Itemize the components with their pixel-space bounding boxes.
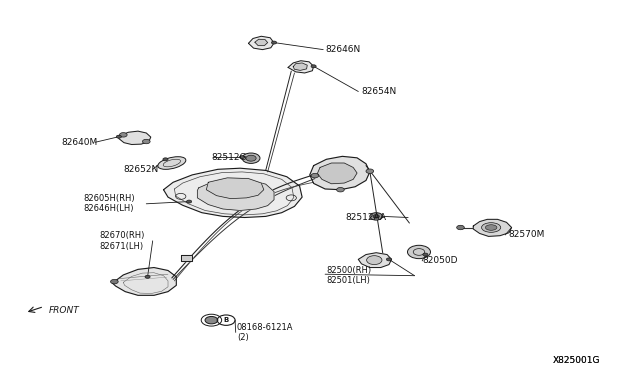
Text: X825001G: X825001G [553,356,600,365]
Text: 82654N: 82654N [362,87,397,96]
Text: 82512AA: 82512AA [346,213,387,222]
Circle shape [242,153,260,163]
Circle shape [311,173,319,178]
Circle shape [373,215,380,218]
Circle shape [387,258,392,261]
Circle shape [457,225,465,230]
Polygon shape [164,168,302,218]
Circle shape [337,187,344,192]
Circle shape [271,41,276,44]
Polygon shape [119,131,151,144]
Circle shape [111,279,118,284]
Circle shape [116,135,122,138]
Polygon shape [248,36,274,49]
Text: 82652N: 82652N [124,165,159,174]
Circle shape [205,317,218,324]
Circle shape [366,169,374,173]
Ellipse shape [158,157,186,169]
Polygon shape [255,39,268,45]
Circle shape [311,65,316,68]
Circle shape [120,133,127,137]
Circle shape [239,155,244,158]
Text: 82670(RH)
82671(LH): 82670(RH) 82671(LH) [100,231,145,251]
Polygon shape [113,267,176,295]
Polygon shape [206,178,264,199]
Polygon shape [197,179,274,211]
Polygon shape [473,219,511,236]
Ellipse shape [485,225,497,230]
Circle shape [143,139,150,144]
Text: 82500(RH)
82501(LH): 82500(RH) 82501(LH) [326,266,371,285]
Text: 82640M: 82640M [61,138,98,147]
Text: 82605H(RH)
82646H(LH): 82605H(RH) 82646H(LH) [84,194,135,214]
Circle shape [367,256,382,264]
Text: 82050D: 82050D [422,256,458,265]
Circle shape [423,253,428,256]
Circle shape [408,245,431,259]
Text: 82512G: 82512G [211,153,247,161]
Circle shape [145,275,150,278]
Circle shape [370,213,383,220]
Text: FRONT: FRONT [49,306,79,315]
Polygon shape [288,61,314,73]
Polygon shape [293,63,307,70]
Circle shape [163,158,168,161]
Text: B: B [223,317,228,323]
Text: 08168-6121A
(2): 08168-6121A (2) [237,323,294,342]
Text: 82570M: 82570M [508,230,545,240]
Text: X825001G: X825001G [553,356,600,365]
Circle shape [246,155,256,161]
Circle shape [186,200,191,203]
Polygon shape [317,163,357,184]
Ellipse shape [481,223,500,232]
Polygon shape [310,156,370,190]
Text: 82646N: 82646N [325,45,360,54]
Polygon shape [180,254,192,261]
Polygon shape [358,253,392,267]
